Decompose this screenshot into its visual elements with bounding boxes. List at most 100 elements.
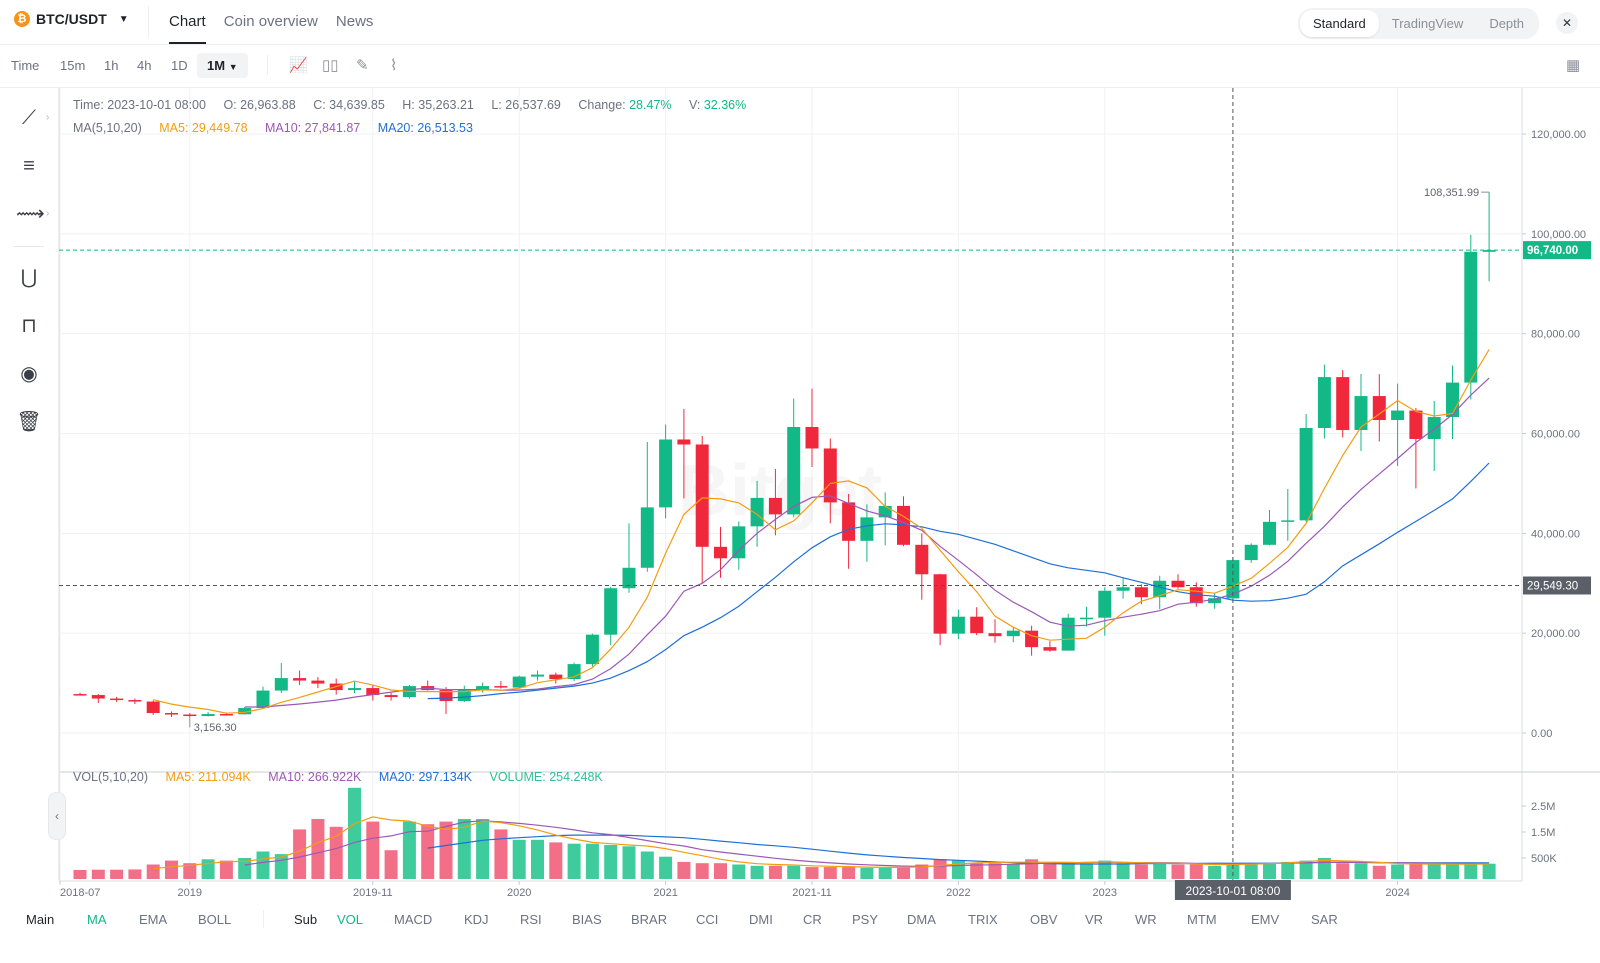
volume-bar-up <box>659 856 673 879</box>
interval-15m[interactable]: 15m <box>60 58 86 73</box>
indicator-bias[interactable]: BIAS <box>572 912 602 927</box>
tab-news[interactable]: News <box>335 13 374 30</box>
candle-body-down <box>366 688 380 696</box>
candle-body-down <box>768 497 782 515</box>
pair-selector[interactable]: ₿ BTC/USDT ▼ <box>14 11 129 27</box>
time-tick-label: 2019 <box>178 887 202 899</box>
volume-bar-up <box>238 858 252 879</box>
candle-body-up <box>1116 587 1130 591</box>
candle-body-down <box>110 698 124 701</box>
volume-bar-up <box>512 839 526 879</box>
candle-body-down <box>933 574 947 634</box>
candle-body-up <box>951 616 965 634</box>
indicator-cci[interactable]: CCI <box>696 912 719 927</box>
candle-body-down <box>1134 587 1148 598</box>
interval-1m-dropdown[interactable]: 1M ▼ <box>197 53 248 78</box>
indicator-wr[interactable]: WR <box>1135 912 1157 927</box>
volume-bar-up <box>348 787 361 879</box>
time-tick-label: 2021 <box>653 887 677 899</box>
indicator-obv[interactable]: OBV <box>1030 912 1058 927</box>
volume-bar-up <box>787 865 801 879</box>
last-price-tag <box>1523 241 1591 260</box>
candle-body-down <box>549 674 563 680</box>
indicator-vol[interactable]: VOL <box>337 912 364 927</box>
volume-bar-down <box>677 861 691 879</box>
interval-1d[interactable]: 1D <box>171 58 188 73</box>
indicator-cr[interactable]: CR <box>803 912 822 927</box>
ma20-value: MA20: 26,513.53 <box>377 121 473 135</box>
volume-bar-up <box>622 846 636 879</box>
volume-bar-down <box>128 869 142 879</box>
indicator-dma[interactable]: DMA <box>907 912 936 927</box>
measure-icon[interactable]: ⟿ <box>16 203 45 225</box>
volume-value: VOLUME: 254.248K <box>489 770 603 784</box>
indicator-trix[interactable]: TRIX <box>968 912 998 927</box>
candle-body-up <box>1299 428 1313 521</box>
last-price-label: 96,740.00 <box>1527 245 1578 257</box>
line-chart-icon[interactable]: 📈 <box>289 57 308 74</box>
indicator-psy[interactable]: PSY <box>852 912 879 927</box>
collapse-sidebar-button[interactable]: ‹ <box>48 792 66 840</box>
indicator-boll[interactable]: BOLL <box>198 912 232 927</box>
indicator-dmi[interactable]: DMI <box>749 912 773 927</box>
candle-body-down <box>805 427 819 449</box>
indicator-vr[interactable]: VR <box>1085 912 1104 927</box>
main-indicators-label: Main <box>26 912 55 927</box>
pencil-icon[interactable]: ✎ <box>356 57 369 74</box>
interval-time[interactable]: Time <box>11 58 40 73</box>
view-standard[interactable]: Standard <box>1300 10 1379 37</box>
candle-body-down <box>91 695 105 699</box>
indicator-icon[interactable]: ⌇ <box>390 57 398 74</box>
volume-bar-up <box>201 859 215 879</box>
indicator-ema[interactable]: EMA <box>139 912 168 927</box>
volume-bar-up <box>256 851 270 879</box>
interval-1m-label: 1M <box>207 58 226 73</box>
volume-bar-up <box>457 819 471 879</box>
candle-body-down <box>970 616 984 634</box>
volume-bar-down <box>988 863 1002 879</box>
volume-bar-down <box>110 869 124 879</box>
view-depth[interactable]: Depth <box>1489 16 1525 31</box>
indicator-brar[interactable]: BRAR <box>631 912 668 927</box>
indicator-macd[interactable]: MACD <box>394 912 433 927</box>
volume-bar-up <box>1226 864 1240 879</box>
candle-body-up <box>1482 250 1496 252</box>
indicator-ma[interactable]: MA <box>87 912 107 927</box>
volume-tick-label: 2.5M <box>1531 801 1555 813</box>
volume-tick-label: 500K <box>1531 853 1557 865</box>
interval-1h[interactable]: 1h <box>104 58 119 73</box>
tab-chart[interactable]: Chart <box>169 0 206 44</box>
candle-body-up <box>1354 396 1368 431</box>
indicator-emv[interactable]: EMV <box>1251 912 1280 927</box>
chevron-right-icon[interactable]: › <box>46 208 50 219</box>
legend-change-label: Change: <box>578 98 626 112</box>
fibonacci-icon[interactable]: ≡ <box>23 155 35 177</box>
indicator-mtm[interactable]: MTM <box>1187 912 1217 927</box>
candle-body-down <box>384 695 398 698</box>
trash-icon[interactable]: 🗑 <box>16 411 42 433</box>
unlock-icon[interactable]: ⊓ <box>21 315 37 337</box>
chevron-right-icon[interactable]: › <box>46 112 50 123</box>
candle-body-up <box>457 690 471 702</box>
volume-bar-up <box>476 819 490 879</box>
view-tradingview[interactable]: TradingView <box>1391 16 1464 31</box>
candle-body-up <box>585 634 599 665</box>
indicator-sar[interactable]: SAR <box>1311 912 1338 927</box>
collapse-fullscreen-icon[interactable]: ✕ <box>1556 12 1578 34</box>
interval-4h[interactable]: 4h <box>137 58 152 73</box>
candle-body-up <box>1391 410 1405 421</box>
candlestick-icon[interactable]: ▯▯ <box>322 57 339 74</box>
candle-body-up <box>1006 630 1020 637</box>
tab-coin-overview[interactable]: Coin overview <box>223 13 318 30</box>
eye-icon[interactable]: ◉ <box>20 363 38 385</box>
legend-high: H: 35,263.21 <box>402 98 474 112</box>
candle-body-down <box>165 713 178 715</box>
volume-bar-down <box>823 867 837 879</box>
indicator-kdj[interactable]: KDJ <box>464 912 489 927</box>
trend-line-icon[interactable]: ⟋ <box>22 107 36 129</box>
magnet-icon[interactable]: ⋃ <box>20 267 38 289</box>
calendar-icon[interactable]: ▦ <box>1566 57 1581 74</box>
indicator-rsi[interactable]: RSI <box>520 912 542 927</box>
crosshair-price-tag <box>1523 576 1591 595</box>
